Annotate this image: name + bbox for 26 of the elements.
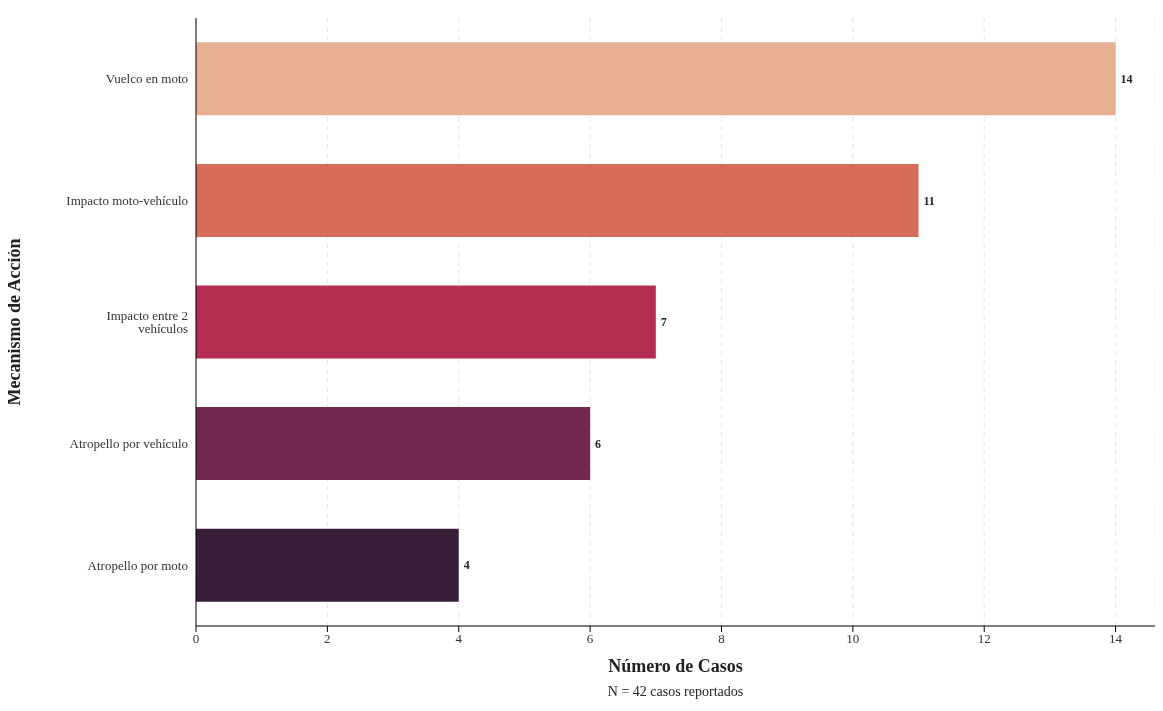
y-tick-label: Vuelco en moto (105, 71, 188, 87)
x-tick-label: 14 (1109, 631, 1123, 647)
text: N = 42 casos reportados (606, 684, 745, 700)
x-axis-title: Número de Casos (608, 656, 743, 676)
data-label: 11 (923, 193, 935, 208)
x-tick-label: 4 (455, 631, 463, 647)
y-tick-label: Atropello por vehículo (69, 436, 188, 452)
x-tick-label: 12 (977, 631, 991, 647)
y-axis-title: Mecanismo de Acción (4, 238, 25, 406)
x-tick-label: 0 (192, 631, 200, 647)
data-label: 7 (660, 315, 667, 330)
bar (196, 42, 1116, 116)
x-tick-label: 2 (324, 631, 331, 647)
x-tick-label: 6 (586, 631, 594, 647)
data-label: 14 (1120, 72, 1133, 87)
y-tick-label: Impacto moto-vehículo (66, 193, 188, 209)
x-tick-label: 8 (718, 631, 725, 647)
x-tick-label: 10 (846, 631, 860, 647)
bar (196, 285, 656, 359)
bar (196, 407, 591, 481)
y-tick-label: Impacto entre 2 vehículos (106, 308, 188, 337)
data-label: 6 (595, 436, 602, 451)
bar (196, 163, 919, 237)
bar (196, 528, 459, 602)
y-tick-label: Atropello por moto (87, 557, 188, 573)
data-label: 4 (463, 558, 470, 573)
